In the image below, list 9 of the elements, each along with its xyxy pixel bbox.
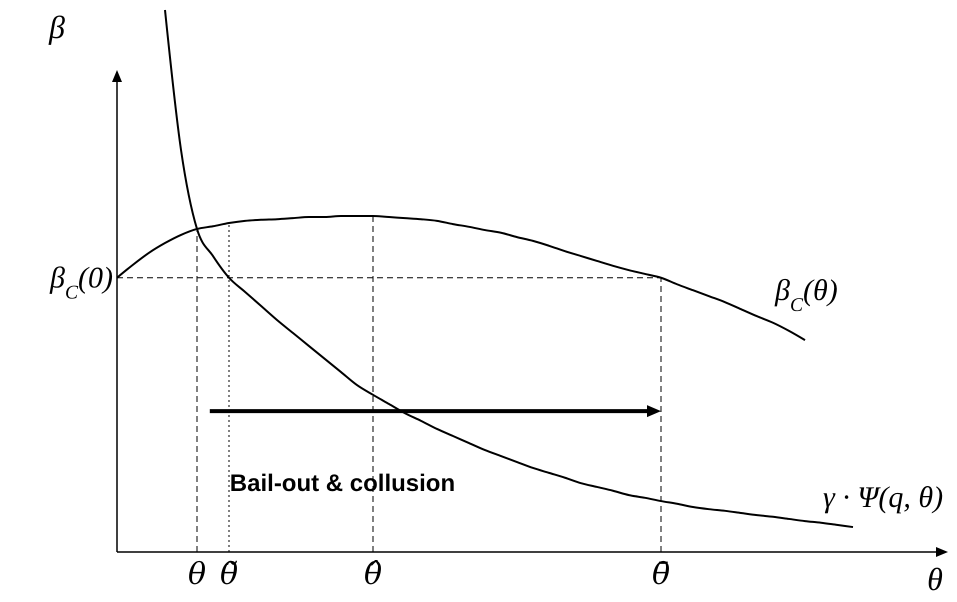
x-tick-label: θ: [188, 557, 206, 592]
x-tick-label: θ̄: [652, 557, 670, 592]
series-label: γ · Ψ(q, θ): [823, 481, 944, 514]
y-axis-title: β: [48, 9, 66, 45]
ref-line-label: β$_{C}$(0): [49, 262, 114, 304]
annotation: Bail-out & collusion: [230, 470, 456, 498]
series-label: β$_{C}$(θ): [774, 274, 838, 316]
x-tick-label: θ̂: [364, 557, 382, 592]
x-tick-label: θ̃: [220, 557, 238, 592]
